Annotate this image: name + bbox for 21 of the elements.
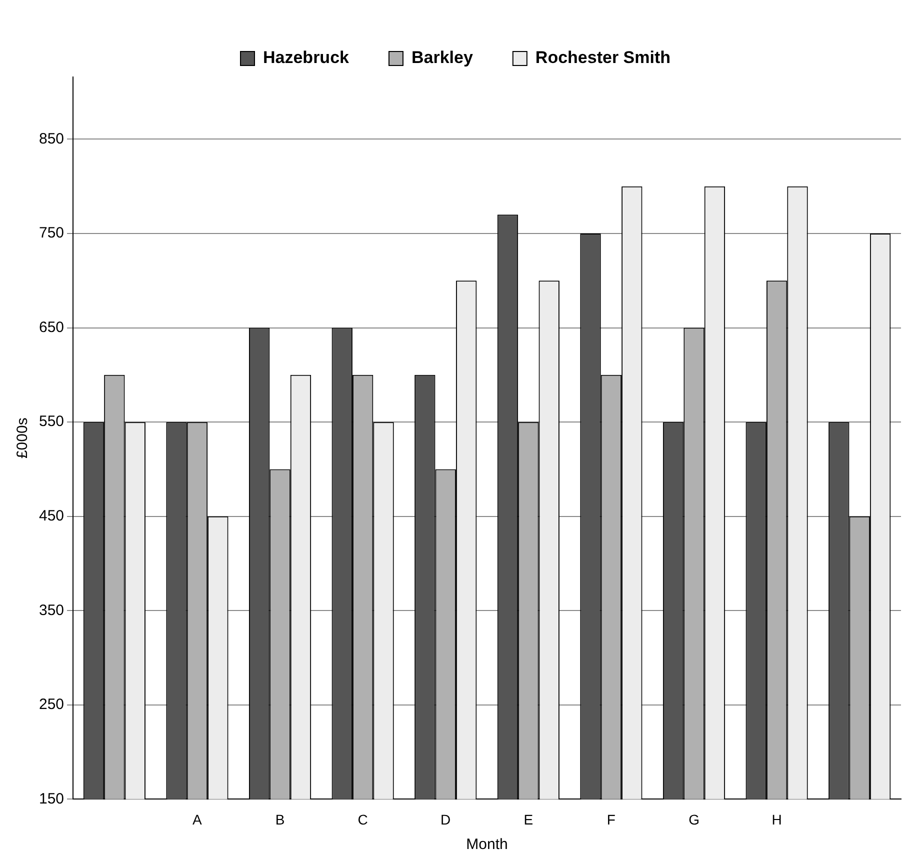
y-tick-label: 350 bbox=[38, 602, 64, 619]
y-tick-label: 650 bbox=[38, 318, 64, 336]
y-tick-label: 150 bbox=[38, 790, 64, 808]
legend-label: Rochester Smith bbox=[535, 48, 671, 68]
x-tick-label: B bbox=[275, 811, 285, 828]
x-tick-label: A bbox=[192, 811, 203, 828]
y-axis-title: £000s bbox=[14, 418, 32, 459]
x-tick-label: H bbox=[772, 811, 782, 828]
x-tick-label: G bbox=[688, 811, 700, 828]
y-tick-label: 550 bbox=[38, 413, 64, 430]
x-tick-label: C bbox=[358, 811, 368, 828]
y-tick-label: 750 bbox=[38, 224, 64, 242]
y-tick-label: 250 bbox=[38, 696, 64, 714]
x-tick-label: F bbox=[606, 811, 616, 828]
legend-label: Hazebruck bbox=[263, 48, 350, 68]
y-tick-label: 450 bbox=[38, 507, 64, 524]
legend-label: Barkley bbox=[411, 48, 474, 68]
y-tick-label: 850 bbox=[38, 130, 64, 148]
x-tick-label: E bbox=[524, 811, 534, 828]
x-tick-label: D bbox=[440, 811, 451, 828]
x-axis-title: Month bbox=[466, 836, 508, 854]
